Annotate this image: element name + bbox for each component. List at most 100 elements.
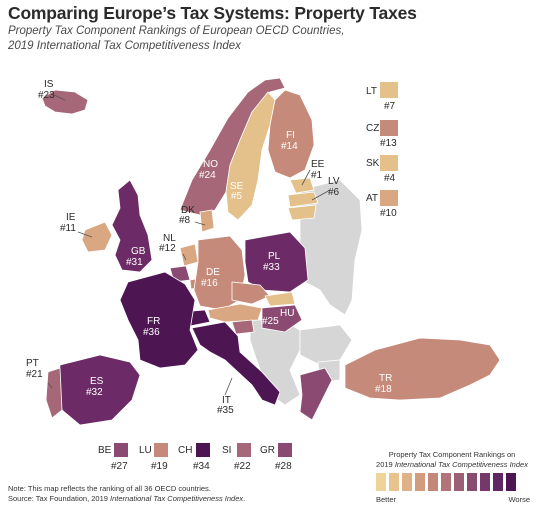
note-line-2-post: . — [243, 494, 246, 503]
label-SK-code: SK — [366, 158, 380, 169]
country-SK[interactable] — [264, 291, 296, 307]
swatch-SI[interactable] — [237, 443, 251, 457]
legend-swatch-5 — [428, 473, 438, 491]
legend: Property Tax Component Rankings on 2019 … — [366, 447, 538, 509]
country-EE[interactable] — [289, 177, 315, 194]
country-NO[interactable] — [179, 77, 286, 216]
label-TR-rank: #18 — [375, 384, 392, 395]
label-NO-rank: #24 — [199, 170, 216, 181]
label-EE-rank: #1 — [311, 170, 323, 181]
label-CZ-code: CZ — [366, 123, 379, 134]
legend-title-line-2-pre: 2019 — [376, 460, 395, 469]
label-LT-rank: #7 — [384, 101, 396, 112]
note-line-2-pre: Source: Tax Foundation, 2019 — [8, 494, 111, 503]
label-LU-code: LU — [139, 445, 152, 456]
label-DK-code: DK — [181, 205, 195, 216]
label-DE-code: DE — [206, 267, 220, 278]
country-FR[interactable] — [119, 271, 199, 369]
legend-swatch-6 — [441, 473, 451, 491]
label-SI-rank: #22 — [234, 461, 251, 472]
swatch-GR[interactable] — [278, 443, 292, 457]
label-FI-code: FI — [286, 130, 295, 141]
legend-swatch-3 — [402, 473, 412, 491]
swatch-SK[interactable] — [380, 155, 398, 171]
label-SI-code: SI — [222, 445, 231, 456]
legend-swatch-1 — [376, 473, 386, 491]
label-NL-rank: #12 — [159, 243, 176, 254]
label-GR-code: GR — [260, 445, 275, 456]
label-IT-rank: #35 — [217, 405, 234, 416]
swatch-LU[interactable] — [154, 443, 168, 457]
swatch-BE[interactable] — [114, 443, 128, 457]
label-PT-code: PT — [26, 358, 39, 369]
label-DK-rank: #8 — [179, 215, 191, 226]
label-PL-rank: #33 — [263, 262, 280, 273]
page-subtitle: Property Tax Component Rankings of Europ… — [8, 24, 408, 54]
country-LT[interactable] — [287, 204, 317, 221]
country-GB[interactable] — [111, 179, 153, 273]
note-line-2: Source: Tax Foundation, 2019 Internation… — [8, 494, 245, 504]
legend-swatch-2 — [389, 473, 399, 491]
swatch-CZ[interactable] — [380, 120, 398, 136]
bottom-swatches — [114, 443, 292, 457]
country-NL[interactable] — [179, 243, 199, 267]
legend-swatch-8 — [467, 473, 477, 491]
label-IE-rank: #11 — [60, 223, 76, 234]
country-labels: IS #23 NO #24 SE #5 FI #14 EE #1 LV #6 L… — [26, 79, 397, 472]
label-SE-code: SE — [230, 181, 244, 192]
country-TR[interactable] — [344, 337, 501, 401]
label-CZ-rank: #13 — [380, 138, 397, 149]
label-CH-code: CH — [178, 445, 192, 456]
country-SI[interactable] — [231, 319, 255, 335]
label-PL-code: PL — [268, 251, 281, 262]
legend-title-line-2-italic: International Tax Competitiveness Index — [394, 460, 528, 469]
label-HU-code: HU — [280, 308, 294, 319]
legend-better-label: Better — [376, 495, 397, 504]
label-IS-code: IS — [44, 79, 54, 90]
source-note: Note: This map reflects the ranking of a… — [8, 484, 245, 504]
label-LU-rank: #19 — [151, 461, 168, 472]
label-GB-rank: #31 — [126, 257, 143, 268]
label-CH-rank: #34 — [193, 461, 210, 472]
legend-swatches — [376, 473, 516, 491]
label-GR-rank: #28 — [275, 461, 292, 472]
leader-lines — [47, 94, 331, 396]
subtitle-line-2: 2019 International Tax Competitiveness I… — [8, 40, 241, 52]
swatch-CH[interactable] — [196, 443, 210, 457]
label-LV-code: LV — [328, 176, 340, 187]
country-IE[interactable] — [81, 221, 113, 253]
countries — [41, 77, 501, 426]
label-FI-rank: #14 — [281, 141, 298, 152]
label-FR-rank: #36 — [143, 327, 160, 338]
legend-title-line-2: 2019 International Tax Competitiveness I… — [366, 460, 538, 470]
country-FI[interactable] — [267, 89, 315, 179]
small-state-swatches — [380, 82, 398, 206]
legend-swatch-10 — [493, 473, 503, 491]
label-ES-code: ES — [90, 376, 104, 387]
label-IS-rank: #23 — [38, 90, 55, 101]
label-AT-rank: #10 — [380, 208, 397, 219]
label-NL-code: NL — [163, 233, 176, 244]
country-IS[interactable] — [41, 89, 89, 115]
label-NO-code: NO — [203, 159, 218, 170]
label-IE-code: IE — [66, 212, 76, 223]
country-DK[interactable] — [199, 209, 215, 233]
country-CZ[interactable] — [231, 281, 271, 305]
label-LV-rank: #6 — [328, 187, 340, 198]
label-PT-rank: #21 — [26, 369, 43, 380]
country-IT[interactable] — [191, 321, 281, 406]
label-SK-rank: #4 — [384, 173, 396, 184]
country-HU[interactable] — [261, 304, 303, 333]
label-TR-code: TR — [379, 373, 392, 384]
swatch-LT[interactable] — [380, 82, 398, 98]
country-PT[interactable] — [45, 367, 63, 419]
label-BE-rank: #27 — [111, 461, 128, 472]
swatch-AT[interactable] — [380, 190, 398, 206]
legend-title: Property Tax Component Rankings on 2019 … — [366, 450, 538, 470]
country-AT[interactable] — [207, 303, 263, 323]
country-LV[interactable] — [287, 191, 319, 208]
country-GR[interactable] — [299, 367, 333, 421]
note-line-1: Note: This map reflects the ranking of a… — [8, 484, 211, 493]
label-AT-code: AT — [366, 193, 378, 204]
